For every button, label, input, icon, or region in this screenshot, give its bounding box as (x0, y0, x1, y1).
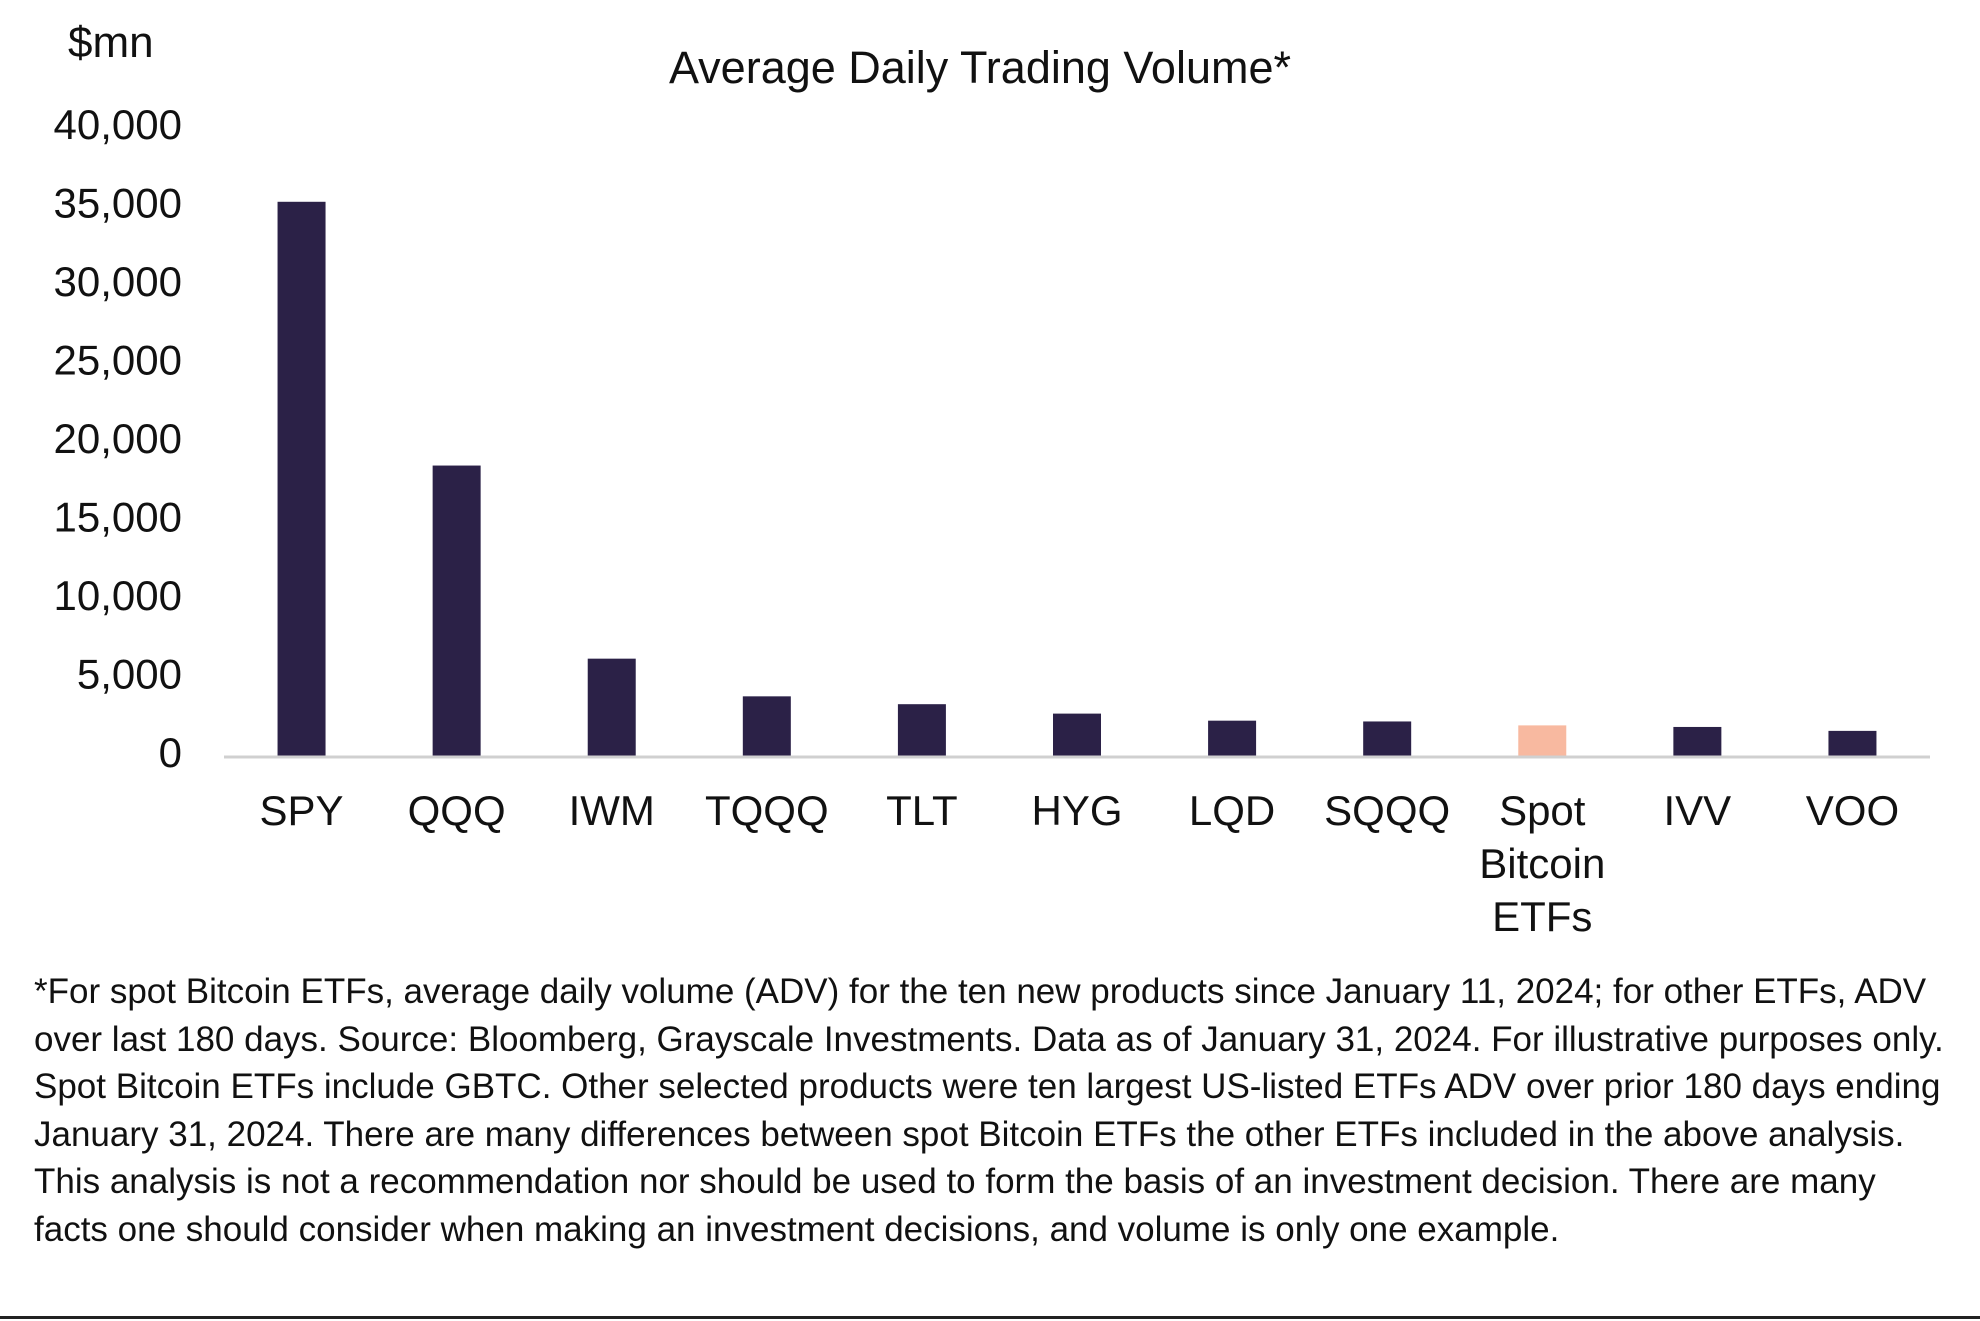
x-axis: SPY QQQ IWM TQQQ TLT HYG LQD SQQQ Spot Bitcoin ETF… (260, 787, 1900, 940)
x-tick-label: HYG (1031, 787, 1122, 834)
bar-lqd (1208, 720, 1257, 756)
x-tick-label: Bitcoin (1479, 840, 1605, 887)
x-tick-label: LQD (1189, 787, 1275, 834)
bar-ivv (1673, 726, 1722, 756)
y-tick-label: 20,000 (54, 415, 182, 462)
bar-spot-bitcoin-etfs (1518, 725, 1567, 756)
x-tick-label: QQQ (408, 787, 506, 834)
bar-qqq (432, 465, 481, 756)
bars (277, 201, 1877, 757)
x-tick-label: TLT (886, 787, 958, 834)
chart-title: Average Daily Trading Volume* (668, 42, 1292, 93)
x-tick-label: SQQQ (1324, 787, 1450, 834)
x-tick-label: IVV (1664, 787, 1732, 834)
y-axis: 0 5,000 10,000 15,000 20,000 25,000 30,000 35,0… (54, 101, 182, 776)
bar-chart: 0 5,000 10,000 15,000 20,000 25,000 30,000 35,0… (54, 101, 1930, 940)
x-tick-label: ETFs (1492, 893, 1592, 940)
x-tick-label: Spot (1499, 787, 1586, 834)
bar-voo (1828, 730, 1877, 756)
y-tick-label: 15,000 (54, 494, 182, 541)
y-tick-label: 10,000 (54, 572, 182, 619)
bar-tqqq (742, 696, 791, 756)
x-tick-label: VOO (1806, 787, 1899, 834)
bar-iwm (587, 658, 636, 756)
bottom-divider (0, 1316, 1980, 1319)
y-tick-label: 35,000 (54, 180, 182, 227)
y-tick-label: 25,000 (54, 337, 182, 384)
bar-spy (277, 201, 326, 757)
y-tick-label: 0 (159, 729, 182, 776)
bar-tlt (897, 704, 946, 756)
y-tick-label: 40,000 (54, 101, 182, 148)
bar-sqqq (1363, 721, 1412, 756)
y-axis-unit-label: $mn (68, 18, 154, 67)
y-tick-label: 30,000 (54, 258, 182, 305)
y-tick-label: 5,000 (77, 651, 182, 698)
x-tick-label: TQQQ (705, 787, 829, 834)
footnote: *For spot Bitcoin ETFs, average daily vo… (34, 972, 1944, 1249)
x-tick-label: SPY (260, 787, 344, 834)
bar-hyg (1053, 713, 1101, 756)
x-tick-label: IWM (569, 787, 655, 834)
